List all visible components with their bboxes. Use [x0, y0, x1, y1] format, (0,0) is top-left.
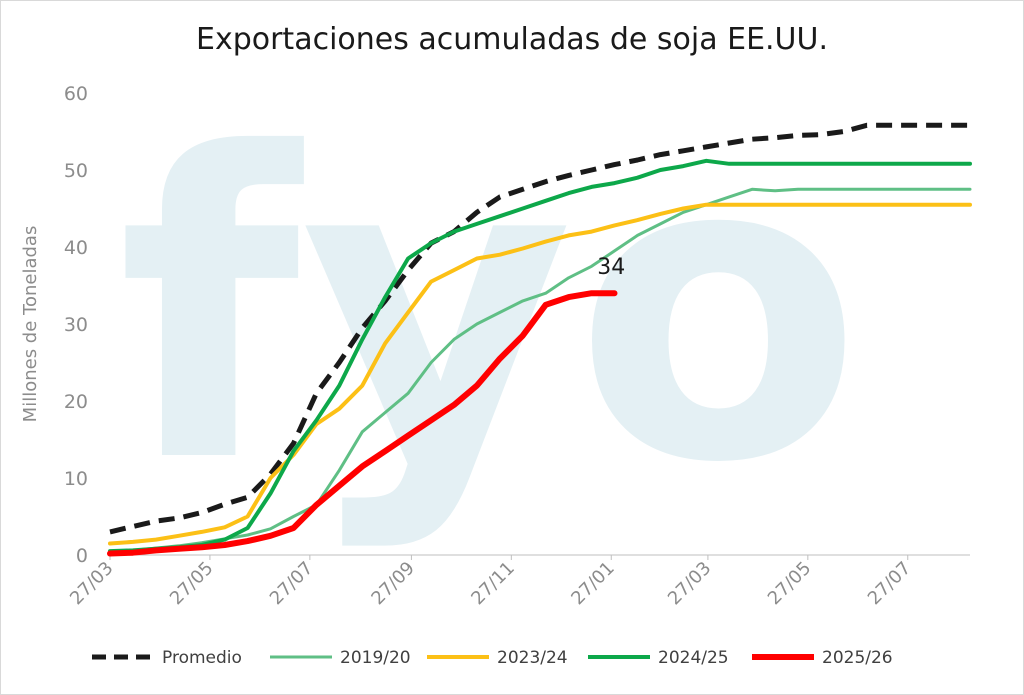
x-tick-label: 27/05	[764, 558, 816, 610]
y-tick-label: 60	[64, 83, 88, 105]
y-tick-label: 40	[64, 237, 88, 259]
series-line-2024-25	[108, 158, 972, 554]
y-tick-label: 10	[64, 468, 88, 490]
watermark: fyo	[117, 66, 862, 555]
y-tick-label: 30	[64, 314, 88, 336]
annotation-layer: 34	[597, 255, 625, 280]
x-tick-label: 27/07	[266, 558, 318, 610]
series-layer	[107, 122, 972, 557]
x-tick-label: 27/09	[367, 558, 419, 610]
x-tick-label: 27/03	[664, 558, 716, 610]
chart-title: Exportaciones acumuladas de soja EE.UU.	[195, 22, 829, 57]
y-tick-label: 20	[64, 391, 88, 413]
legend-label: 2023/24	[497, 648, 568, 668]
x-tick-label: 27/05	[166, 558, 218, 610]
y-axis-label: Millones de Toneladas	[20, 226, 41, 423]
data-label-annotation: 34	[597, 255, 625, 280]
y-tick-label: 0	[76, 545, 88, 567]
legend-label: 2024/25	[658, 648, 729, 668]
x-tick-label: 27/11	[467, 558, 519, 610]
series-line-2025-26	[107, 290, 618, 557]
series-line-2023-24	[108, 202, 972, 546]
series-line-2019-20	[108, 187, 972, 555]
legend-label: 2019/20	[340, 648, 411, 668]
series-line-promedio	[109, 122, 970, 535]
x-tick-label: 27/07	[864, 558, 916, 610]
x-tick-label: 27/01	[567, 558, 619, 610]
legend-label: Promedio	[162, 648, 242, 668]
x-tick-label: 27/03	[66, 558, 118, 610]
legend-label: 2025/26	[822, 648, 893, 668]
watermark-logo-text: fyo	[117, 66, 862, 555]
y-tick-label: 50	[64, 160, 88, 182]
legend: Promedio 2019/20 2023/24 2024/25 2025/26	[92, 648, 893, 668]
